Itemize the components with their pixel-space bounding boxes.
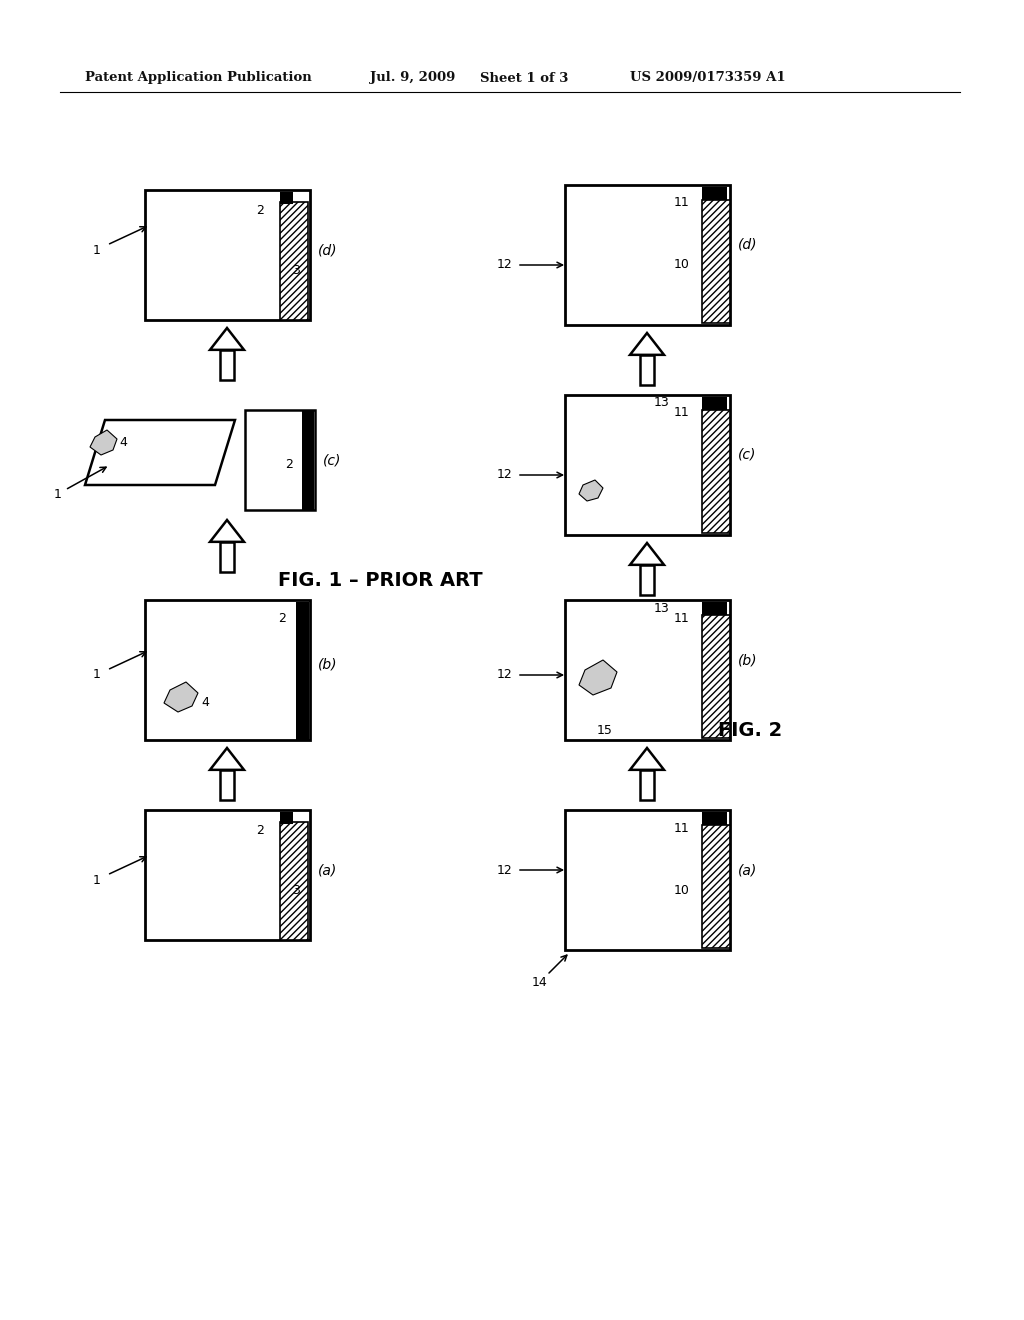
- Bar: [565, 601, 730, 741]
- Bar: [702, 201, 730, 323]
- Text: 11: 11: [674, 407, 690, 420]
- Text: 3: 3: [292, 264, 300, 276]
- Text: 14: 14: [532, 975, 548, 989]
- Text: 4: 4: [201, 696, 209, 709]
- Bar: [280, 191, 293, 205]
- Text: (c): (c): [738, 447, 757, 462]
- Bar: [640, 565, 654, 595]
- Bar: [220, 770, 234, 800]
- Text: 12: 12: [497, 668, 513, 681]
- Text: US 2009/0173359 A1: US 2009/0173359 A1: [630, 71, 785, 84]
- Text: 11: 11: [674, 821, 690, 834]
- Text: 11: 11: [674, 197, 690, 210]
- Bar: [220, 541, 234, 572]
- Polygon shape: [164, 682, 198, 711]
- Text: 10: 10: [674, 883, 690, 896]
- Bar: [280, 812, 293, 824]
- Bar: [145, 601, 310, 741]
- Polygon shape: [85, 420, 234, 484]
- Text: 1: 1: [93, 243, 101, 256]
- Text: (b): (b): [318, 657, 338, 672]
- Bar: [702, 812, 727, 825]
- Bar: [702, 615, 730, 738]
- Bar: [220, 350, 234, 380]
- Text: 2: 2: [285, 458, 293, 471]
- Text: 13: 13: [654, 396, 670, 409]
- Polygon shape: [90, 430, 117, 455]
- Bar: [245, 411, 315, 510]
- Text: 1: 1: [93, 668, 101, 681]
- Bar: [565, 395, 730, 535]
- Text: 2: 2: [256, 824, 264, 837]
- Text: (d): (d): [318, 243, 338, 257]
- Text: 1: 1: [54, 488, 61, 502]
- Text: (d): (d): [738, 238, 758, 252]
- Bar: [302, 411, 314, 510]
- Bar: [640, 355, 654, 385]
- Text: Patent Application Publication: Patent Application Publication: [85, 71, 311, 84]
- Polygon shape: [630, 333, 664, 355]
- Bar: [280, 822, 308, 940]
- Polygon shape: [210, 748, 244, 770]
- Text: Jul. 9, 2009: Jul. 9, 2009: [370, 71, 456, 84]
- Bar: [702, 397, 727, 411]
- Text: 12: 12: [497, 469, 513, 482]
- Text: 1: 1: [93, 874, 101, 887]
- Text: FIG. 2: FIG. 2: [718, 721, 782, 739]
- Bar: [565, 810, 730, 950]
- Bar: [702, 411, 730, 533]
- Text: 12: 12: [497, 259, 513, 272]
- Bar: [702, 187, 727, 201]
- Text: Sheet 1 of 3: Sheet 1 of 3: [480, 71, 568, 84]
- Bar: [280, 202, 308, 319]
- Bar: [702, 825, 730, 948]
- Bar: [702, 602, 727, 615]
- Text: (c): (c): [323, 453, 341, 467]
- Bar: [296, 602, 309, 741]
- Text: 4: 4: [119, 436, 127, 449]
- Bar: [145, 810, 310, 940]
- Text: 3: 3: [292, 883, 300, 896]
- Text: (a): (a): [738, 863, 758, 876]
- Text: 12: 12: [497, 863, 513, 876]
- Polygon shape: [579, 660, 617, 696]
- Text: 15: 15: [597, 723, 613, 737]
- Polygon shape: [630, 543, 664, 565]
- Text: 10: 10: [674, 259, 690, 272]
- Text: (a): (a): [318, 863, 337, 876]
- Text: 2: 2: [279, 611, 286, 624]
- Bar: [565, 185, 730, 325]
- Text: FIG. 1 – PRIOR ART: FIG. 1 – PRIOR ART: [278, 570, 482, 590]
- Text: 2: 2: [256, 203, 264, 216]
- Bar: [145, 190, 310, 319]
- Polygon shape: [210, 327, 244, 350]
- Bar: [640, 770, 654, 800]
- Text: 13: 13: [654, 602, 670, 615]
- Text: 11: 11: [674, 611, 690, 624]
- Polygon shape: [630, 748, 664, 770]
- Polygon shape: [210, 520, 244, 541]
- Polygon shape: [579, 480, 603, 502]
- Text: (b): (b): [738, 653, 758, 667]
